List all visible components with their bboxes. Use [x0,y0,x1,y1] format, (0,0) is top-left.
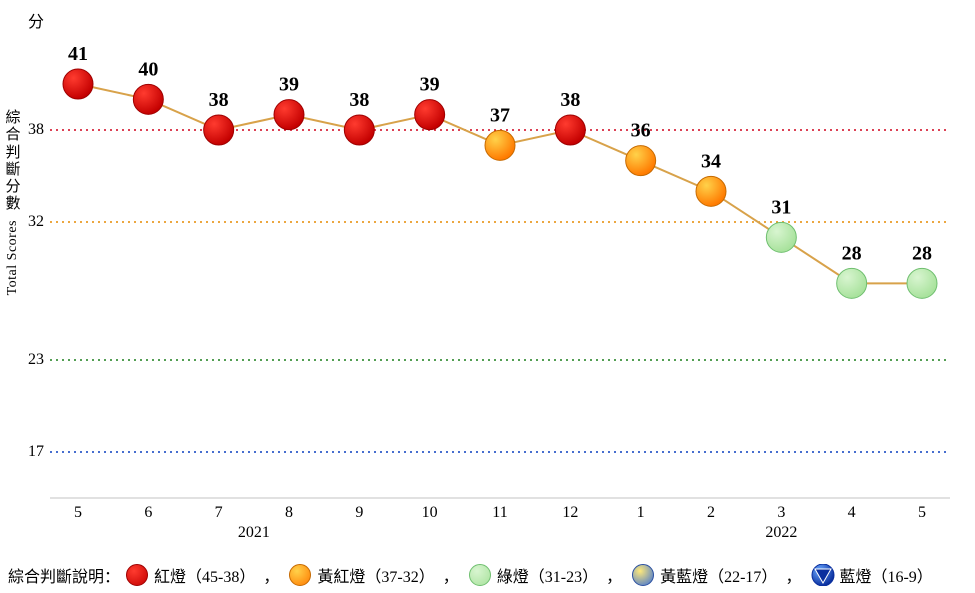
x-tick-label: 4 [848,498,856,522]
legend-separator: ， [443,563,459,587]
blue-swatch-icon [811,564,833,586]
x-year-label: 2021 [238,524,270,542]
x-tick-label: 6 [144,498,152,522]
y-axis-title: 綜合判斷分數 Total Scores [4,110,22,300]
x-tick-label: 8 [285,498,293,522]
svg-text:41: 41 [68,43,88,65]
legend-separator: ， [606,563,622,587]
legend-item-label: 黃紅燈（37-32） [317,563,434,587]
chart-container: 分 綜合判斷分數 Total Scores 414038393839373836… [0,0,975,593]
svg-text:34: 34 [701,150,721,172]
x-tick-label: 1 [637,498,645,522]
plot-svg: 41 40 38 39 38 39 37 38 36 34 31 28 28 [50,38,950,498]
legend-prefix: 綜合判斷說明： [8,563,120,587]
svg-text:36: 36 [631,120,651,142]
svg-text:31: 31 [771,196,791,218]
svg-text:37: 37 [490,104,510,126]
svg-text:28: 28 [912,242,932,264]
x-tick-label: 3 [777,498,785,522]
x-tick-label: 5 [74,498,82,522]
legend-separator: ， [785,563,801,587]
y-axis-title-en: Total Scores [5,220,21,295]
y-axis-unit-label: 分 [28,8,44,32]
x-tick-label: 11 [492,498,507,522]
x-tick-label: 2 [707,498,715,522]
svg-text:38: 38 [349,89,369,111]
legend-item-label: 黃藍燈（22-17） [660,563,777,587]
svg-text:39: 39 [279,74,299,96]
svg-text:39: 39 [420,74,440,96]
yellow-red-swatch-icon [289,564,311,586]
y-axis-title-cjk: 綜合判斷分數 [4,110,22,214]
yellow-blue-swatch-icon [632,564,654,586]
y-tick-label: 32 [28,213,50,231]
legend-item-label: 紅燈（45-38） [154,563,255,587]
red-swatch-icon [126,564,148,586]
green-swatch-icon [469,564,491,586]
svg-text:40: 40 [138,58,158,80]
legend-separator: ， [263,563,279,587]
y-tick-label: 38 [28,121,50,139]
x-year-label: 2022 [765,524,797,542]
legend-item-label: 綠燈（31-23） [497,563,598,587]
y-tick-label: 23 [28,351,50,369]
x-tick-label: 7 [215,498,223,522]
y-tick-label: 17 [28,443,50,461]
x-tick-label: 12 [562,498,578,522]
svg-text:38: 38 [209,89,229,111]
svg-text:28: 28 [842,242,862,264]
legend-item-label: 藍燈（16-9） [839,563,932,587]
plot-area: 41403839383937383634312828 1723323856789… [50,38,950,498]
x-tick-label: 9 [355,498,363,522]
x-tick-label: 5 [918,498,926,522]
svg-text:38: 38 [560,89,580,111]
x-tick-label: 10 [422,498,438,522]
legend: 綜合判斷說明： 紅燈（45-38） ， 黃紅燈（37-32） ， 綠燈（31-23） ， 黃… [8,563,933,587]
